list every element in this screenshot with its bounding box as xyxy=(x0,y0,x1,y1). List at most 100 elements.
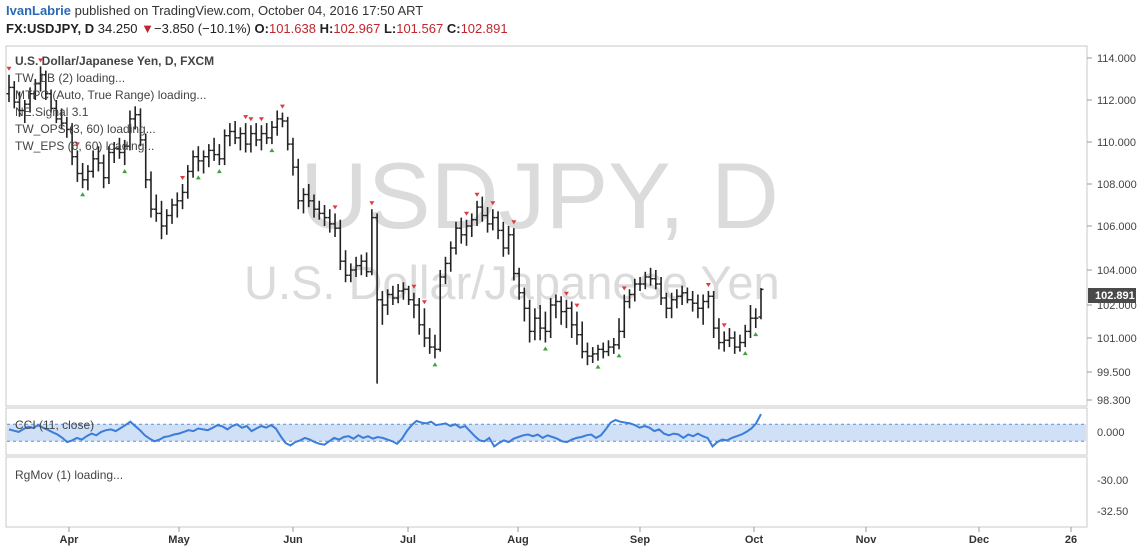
time-tick-label: Apr xyxy=(60,534,80,546)
ohlc-bar xyxy=(553,294,559,319)
rgmov-pane[interactable] xyxy=(5,456,1088,528)
ohlc-bar xyxy=(464,219,470,246)
symbol-header: FX:USDJPY, D 34.250 ▼−3.850 (−10.1%) O:1… xyxy=(6,21,508,36)
ohlc-bar xyxy=(353,256,359,277)
legend-tw-eps[interactable]: TW_EPS (6, 60) loading... xyxy=(15,139,154,153)
ohlc-bar xyxy=(642,271,648,290)
price-axis[interactable]: 114.000 112.000 110.000 108.000 106.000 104.0… xyxy=(1087,53,1137,407)
ohlc-bar xyxy=(306,184,312,208)
sell-signal-marker xyxy=(243,115,249,120)
author-link[interactable]: IvanLabrie xyxy=(6,3,72,18)
price-tick-label: 101.000 xyxy=(1097,333,1137,345)
time-axis[interactable]: Apr May Jun Jul Aug Sep Oct Nov Dec 26 xyxy=(60,527,1078,546)
change-value: −3.850 (−10.1%) xyxy=(154,21,251,36)
ohlc-bar xyxy=(279,112,285,128)
ohlc-bar xyxy=(248,125,254,153)
ohlc-bar xyxy=(190,150,196,178)
ohlc-bar xyxy=(690,291,696,312)
legend-ne-signal[interactable]: NE.Signal 3.1 xyxy=(15,105,89,119)
ohlc-bar xyxy=(201,150,207,174)
ohlc-bar xyxy=(153,194,159,222)
time-tick-label: Nov xyxy=(856,534,878,546)
ohlc-bar xyxy=(222,129,228,166)
time-tick-label: Jun xyxy=(283,534,303,546)
ohlc-bar xyxy=(53,100,59,124)
change-arrow-icon: ▼ xyxy=(141,21,155,36)
sell-signal-marker xyxy=(721,323,727,328)
ohlc-bar xyxy=(211,137,217,161)
ohlc-bar xyxy=(490,209,496,231)
cci-legend[interactable]: CCI (11, close) xyxy=(15,418,94,432)
cci-band xyxy=(7,424,1086,442)
ohlc-bar xyxy=(343,250,349,283)
ohlc-bar xyxy=(106,146,112,184)
ohlc-bar xyxy=(605,340,611,357)
time-tick-label: Aug xyxy=(507,534,528,546)
last-price-label: 102.891 xyxy=(1088,288,1136,303)
ohlc-bar xyxy=(632,278,638,302)
legend-mtpc[interactable]: MTPC (Auto, True Range) loading... xyxy=(15,88,206,102)
cci-line xyxy=(8,413,762,448)
price-tick-label: 108.000 xyxy=(1097,179,1137,191)
ohlc-bar xyxy=(243,123,249,153)
ohlc-bar xyxy=(506,226,512,255)
ohlc-bar xyxy=(185,165,191,199)
ohlc-bar xyxy=(122,139,128,166)
ohlc-bar xyxy=(285,116,291,151)
legend-tw-ops[interactable]: TW_OPS (3, 60) loading... xyxy=(15,122,156,136)
last-value: 34.250 xyxy=(97,21,138,36)
legend-tw-lb[interactable]: TW_LB (2) loading... xyxy=(15,71,125,85)
ohlc-bar xyxy=(64,116,70,138)
time-tick-label: Sep xyxy=(630,534,650,546)
price-tick-label: 112.000 xyxy=(1097,95,1136,107)
sell-signal-marker xyxy=(279,104,285,109)
ohlc-bar xyxy=(6,74,12,103)
ohlc-bar xyxy=(269,121,275,145)
cci-pane[interactable] xyxy=(5,407,1088,456)
sell-signal-marker xyxy=(74,142,80,147)
buy-signal-marker xyxy=(269,148,275,153)
ohlc-bar xyxy=(716,318,722,350)
ohlc-bar xyxy=(653,270,659,290)
ohlc-bar xyxy=(721,331,727,352)
time-tick-label: May xyxy=(168,534,190,546)
ohlc-bar xyxy=(38,66,44,92)
ohlc-bar xyxy=(637,277,643,291)
ohlc-bar xyxy=(169,198,175,224)
ohlc-bar xyxy=(11,81,17,109)
legend-main-series[interactable]: U.S. Dollar/Japanese Yen, D, FXCM xyxy=(15,54,214,68)
ohlc-bar xyxy=(595,344,601,361)
ohlc-bar xyxy=(469,213,475,237)
rgmov-tick: -32.50 xyxy=(1097,506,1128,518)
ohlc-bar xyxy=(253,123,259,147)
price-tick-label: 98.300 xyxy=(1097,395,1131,407)
high-label: H: xyxy=(319,21,334,36)
ohlc-bar xyxy=(611,338,617,354)
ohlc-bar xyxy=(180,184,186,210)
published-text: published on TradingView.com, October 04… xyxy=(74,3,424,18)
ohlc-bar xyxy=(290,137,296,176)
ohlc-bar xyxy=(195,146,201,172)
ohlc-bar xyxy=(395,284,401,304)
ohlc-bar xyxy=(385,289,391,315)
ohlc-bar xyxy=(663,292,669,319)
ohlc-bar xyxy=(400,282,406,300)
price-tick-label: 106.000 xyxy=(1097,221,1137,233)
buy-signal-marker xyxy=(195,175,201,180)
ohlc-bar xyxy=(421,308,427,348)
ohlc-bar xyxy=(442,256,448,284)
ohlc-bar xyxy=(300,188,306,214)
ohlc-bar xyxy=(374,213,380,384)
ohlc-bar xyxy=(164,209,170,235)
ohlc-bar xyxy=(174,192,180,218)
buy-signal-marker xyxy=(742,351,748,356)
time-tick-label: Oct xyxy=(745,534,764,546)
ohlc-bar xyxy=(584,342,590,366)
buy-signal-marker xyxy=(122,169,128,174)
rgmov-legend[interactable]: RgMov (1) loading... xyxy=(15,468,123,482)
sell-signal-marker xyxy=(421,300,427,305)
ohlc-bar xyxy=(17,91,23,117)
ohlc-bar xyxy=(327,209,333,233)
ohlc-bar xyxy=(511,228,517,281)
